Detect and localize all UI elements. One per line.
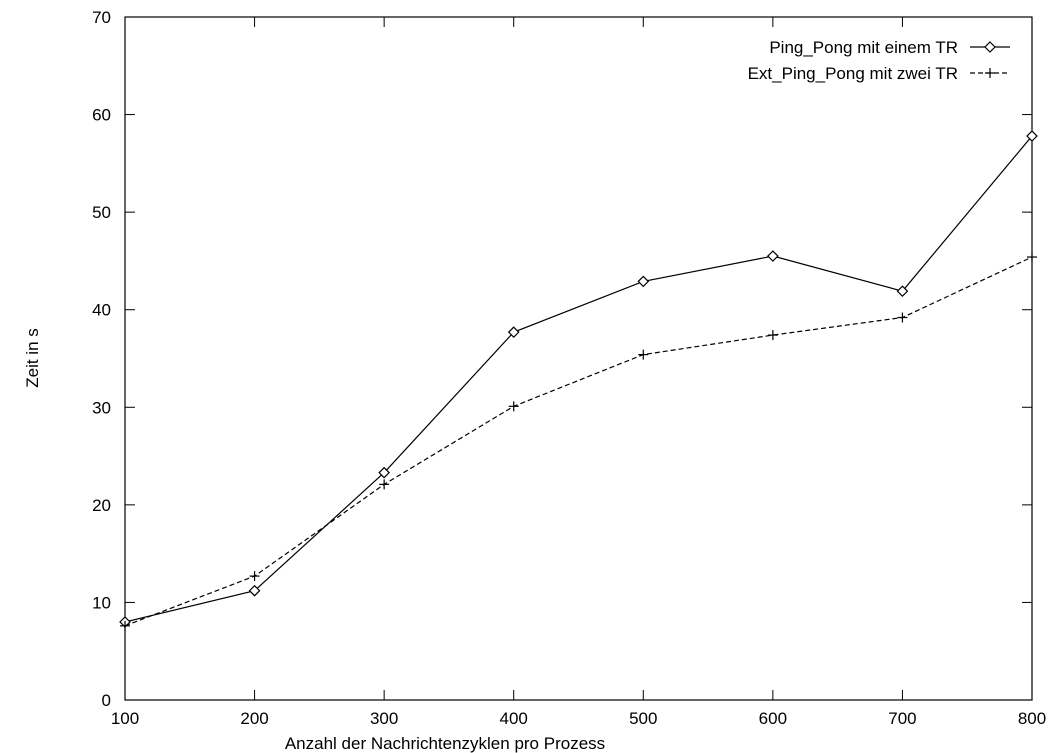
- data-point-diamond: [507, 326, 520, 339]
- y-axis-label: Zeit in s: [23, 328, 42, 388]
- x-tick-label: 300: [370, 709, 398, 728]
- x-tick-label: 400: [500, 709, 528, 728]
- series-1: [119, 130, 1038, 628]
- series-layer: [119, 130, 1038, 631]
- x-tick-label: 700: [888, 709, 916, 728]
- data-point-plus: [1027, 252, 1037, 263]
- legend-entry-2: Ext_Ping_Pong mit zwei TR: [748, 64, 1010, 83]
- x-tick-label: 500: [629, 709, 657, 728]
- y-tick-label: 30: [92, 398, 111, 417]
- legend: Ping_Pong mit einem TR Ext_Ping_Pong mit …: [748, 38, 1010, 83]
- x-tick-label: 100: [111, 709, 139, 728]
- data-point-diamond: [1026, 130, 1038, 142]
- data-point-diamond: [767, 250, 779, 262]
- data-point-diamond: [637, 275, 650, 288]
- legend-label: Ping_Pong mit einem TR: [769, 38, 958, 57]
- data-point-plus: [379, 479, 390, 490]
- y-tick-label: 50: [92, 203, 111, 222]
- legend-label: Ext_Ping_Pong mit zwei TR: [748, 64, 958, 83]
- x-tick-label: 600: [759, 709, 787, 728]
- series-line: [124, 256, 1033, 627]
- data-point-plus: [120, 620, 130, 631]
- data-point-plus: [508, 401, 519, 412]
- data-point-diamond: [378, 466, 390, 479]
- data-point-diamond: [248, 584, 261, 597]
- series-line: [124, 135, 1033, 623]
- data-point-plus: [767, 330, 778, 341]
- data-point-diamond: [984, 41, 996, 53]
- axis-ticks: 100 200 300 400 500 600 700 800 0 10 20 30 40 50 60 70: [92, 8, 1046, 728]
- x-tick-label: 200: [240, 709, 268, 728]
- series-2: [120, 252, 1037, 631]
- y-tick-label: 20: [92, 496, 111, 515]
- legend-entry-1: Ping_Pong mit einem TR: [769, 38, 1010, 57]
- data-point-diamond: [896, 285, 909, 298]
- y-tick-label: 10: [92, 593, 111, 612]
- y-tick-label: 60: [92, 106, 111, 125]
- y-tick-label: 0: [102, 691, 111, 710]
- data-point-plus: [249, 571, 260, 582]
- data-point-plus: [638, 349, 649, 360]
- data-point-plus: [985, 68, 995, 78]
- data-point-plus: [897, 312, 908, 323]
- plot-frame: [124, 16, 1033, 701]
- x-tick-label: 800: [1018, 709, 1046, 728]
- x-axis-label: Anzahl der Nachrichtenzyklen pro Prozess: [285, 734, 605, 753]
- y-tick-label: 40: [92, 301, 111, 320]
- y-tick-label: 70: [92, 8, 111, 27]
